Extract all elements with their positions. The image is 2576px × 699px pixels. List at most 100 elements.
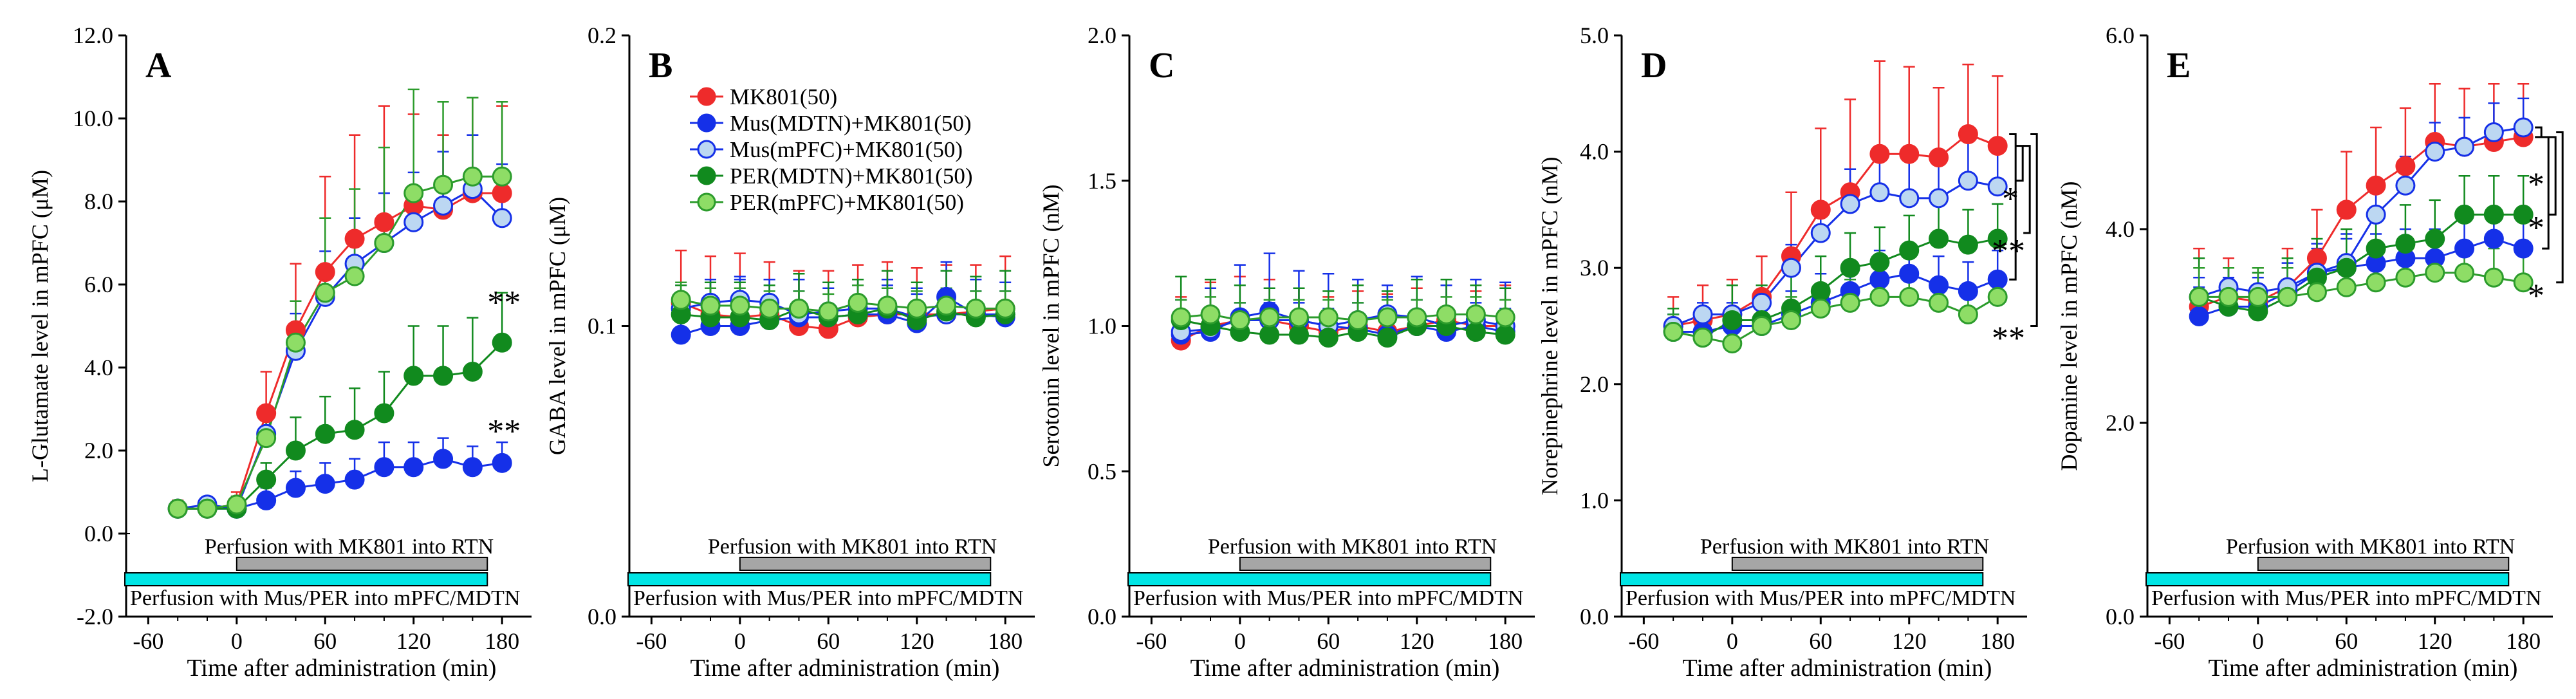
data-point-mus_mpfc [492,208,512,228]
legend-marker-mus_mpfc [697,140,716,159]
data-point-mus_mdtn [1958,281,1978,301]
data-point-per_mpfc [759,298,780,319]
data-point-mk801 [1958,124,1978,145]
panel-letter: B [649,46,672,86]
legend-label-mk801: MK801(50) [730,84,837,109]
data-point-per_mpfc [462,166,483,187]
data-point-mus_mdtn [315,474,335,494]
data-point-per_mpfc [1958,304,1978,324]
data-point-per_mpfc [730,295,750,316]
perfusion-mk801-label: Perfusion with MK801 into RTN [1700,535,1989,559]
y-axis-label: L-Glutamate level in mPFC (μM) [27,170,53,482]
data-point-mus_mdtn [433,449,454,469]
data-point-per_mdtn [1377,328,1398,348]
data-point-mus_mpfc [1899,188,1920,209]
perfusion-mk801-bar [2257,557,2510,571]
panel-letter: A [145,46,172,86]
data-point-per_mpfc [1840,292,1860,313]
data-point-per_mpfc [2306,282,2327,303]
data-point-mus_mpfc [1781,257,1801,278]
data-point-per_mpfc [877,295,898,316]
data-point-per_mdtn [2513,204,2534,225]
x-axis-label: Time after administration (min) [187,655,497,682]
data-point-per_mpfc [1200,304,1221,324]
data-point-per_mpfc [1663,322,1683,342]
data-point-per_mpfc [285,332,306,353]
data-point-per_mpfc [2336,277,2357,297]
data-point-per_mpfc [1869,286,1890,307]
data-point-per_mpfc [1465,304,1486,324]
data-point-mus_mdtn [1929,275,1949,295]
x-tick-label: 120 [1400,628,1434,654]
y-tick-label: 5.0 [1580,23,1609,48]
data-point-per_mpfc [256,428,277,449]
data-point-mus_mdtn [2513,238,2534,259]
y-tick-label: 2.0 [1088,23,1117,48]
significance-marker: * [2528,277,2544,314]
data-point-per_mpfc [1259,307,1280,328]
x-tick-label: 60 [817,628,840,654]
y-tick-label: 1.0 [1088,313,1117,339]
data-point-per_mdtn [1465,322,1486,342]
data-point-mk801 [2336,200,2357,220]
y-tick-label: 4.0 [1580,139,1609,165]
y-tick-label: 0.0 [588,604,616,629]
y-tick-label: 0.2 [588,23,616,48]
perfusion-mus-label: Perfusion with Mus/PER into mPFC/MDTN [1626,586,2015,610]
x-tick-label: 120 [900,628,934,654]
data-point-mus_mdtn [462,457,483,478]
x-tick-label: 180 [988,628,1023,654]
y-tick-label: 4.0 [2106,216,2135,242]
data-point-per_mdtn [2454,204,2475,225]
y-tick-label: 0.0 [2106,604,2135,629]
perfusion-mus-label: Perfusion with Mus/PER into mPFC/MDTN [1133,586,1523,610]
y-tick-label: 1.0 [1580,487,1609,513]
data-point-per_mdtn [1495,324,1515,345]
series-line-mus_mpfc [177,187,503,510]
data-point-per_mpfc [2425,263,2445,283]
perfusion-mk801-bar [1239,557,1492,571]
x-tick-label: 180 [1980,628,2015,654]
data-point-mus_mpfc [1840,194,1860,214]
data-point-per_mpfc [936,295,957,316]
perfusion-mus-bar [1127,572,1492,586]
series-line-per_mdtn [178,342,503,510]
data-point-per_mpfc [2395,267,2416,288]
y-tick-label: 0.5 [1088,458,1117,484]
data-point-per_mdtn [1929,228,1949,249]
x-tick-label: -60 [1628,628,1659,654]
data-point-mk801 [2395,156,2416,176]
data-point-mk801 [492,183,512,203]
y-tick-label: 12.0 [73,23,113,48]
x-tick-label: 120 [2418,628,2452,654]
data-point-mus_mpfc [1929,188,1949,209]
data-point-mus_mdtn [1987,269,2008,290]
panel-letter: D [1641,46,1667,86]
y-tick-label: 2.0 [84,438,113,463]
data-point-per_mdtn [1899,240,1920,261]
x-tick-label: 0 [1234,628,1246,654]
data-point-per_mpfc [197,498,218,519]
data-point-mus_mdtn [403,457,424,478]
data-point-per_mdtn [1869,252,1890,272]
series-line-per_mpfc [1673,295,1998,345]
data-point-per_mdtn [2336,257,2357,278]
data-point-per_mpfc [2248,286,2268,307]
data-point-per_mdtn [2366,238,2386,259]
data-point-mus_mpfc [2366,204,2386,225]
data-point-mus_mpfc [1987,176,2008,197]
data-point-per_mdtn [1958,234,1978,255]
series-line-mus_mdtn [2198,238,2524,317]
significance-bracket [2542,136,2550,250]
data-point-per_mdtn [1259,324,1280,345]
data-point-mus_mdtn [285,478,306,498]
y-tick-label: 0.0 [1088,604,1117,629]
data-point-per_mpfc [2513,272,2534,293]
data-point-per_mpfc [2454,263,2475,283]
data-point-per_mpfc [433,174,454,195]
significance-bracket [2016,145,2024,182]
x-axis-label: Time after administration (min) [690,655,1000,682]
x-tick-label: 60 [2335,628,2358,654]
